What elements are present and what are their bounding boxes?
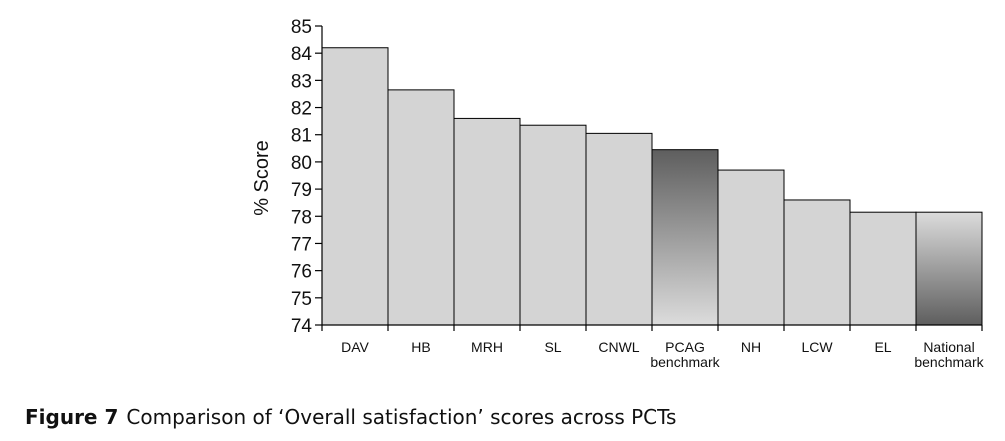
x-category-label: National benchmark <box>914 339 984 370</box>
y-axis-title: % Score <box>251 140 273 216</box>
bar-nh <box>717 169 785 326</box>
y-tick-label-82: 82 <box>291 99 312 120</box>
bar-chart: 74 75 76 77 78 79 80 81 82 83 84 85 DAV HB MRH SL CNWL PC… <box>251 17 985 370</box>
caption-text: Comparison of ‘Overall satisfaction’ sco… <box>126 405 677 429</box>
bar-hb <box>387 89 455 326</box>
x-category-label: LCW <box>801 339 833 355</box>
y-tick-label-79: 79 <box>291 180 312 201</box>
x-category-label: NH <box>741 339 761 355</box>
bar-dav <box>321 47 389 326</box>
x-category-label: HB <box>411 339 430 355</box>
bar-lcw <box>783 199 851 326</box>
figure-caption: Figure 7 Comparison of ‘Overall satisfact… <box>25 405 676 429</box>
y-tick-label-76: 76 <box>291 262 312 283</box>
bar-el <box>849 211 917 326</box>
y-tick-label-80: 80 <box>291 153 312 174</box>
x-category-label: SL <box>544 339 561 355</box>
x-category-label: DAV <box>341 339 369 355</box>
x-category-label: MRH <box>471 339 503 355</box>
y-tick-label-81: 81 <box>291 126 312 147</box>
bar-cnwl <box>585 132 653 326</box>
bar-national-benchmark <box>915 211 983 326</box>
x-category-label: PCAG benchmark <box>650 339 720 370</box>
bar-mrh <box>453 117 521 326</box>
y-tick-label-84: 84 <box>291 44 313 65</box>
y-tick-label-75: 75 <box>291 289 312 310</box>
y-tick-label-78: 78 <box>291 207 312 228</box>
figure-number: Figure 7 <box>25 405 119 429</box>
y-tick-label-83: 83 <box>291 71 312 92</box>
y-tick-label-74: 74 <box>291 316 313 337</box>
bar-sl <box>519 124 587 326</box>
y-tick-label-85: 85 <box>291 17 312 38</box>
bar-pcag-benchmark <box>651 149 719 326</box>
y-tick-label-77: 77 <box>291 234 312 255</box>
x-category-label: EL <box>874 339 891 355</box>
x-category-label: CNWL <box>598 339 639 355</box>
